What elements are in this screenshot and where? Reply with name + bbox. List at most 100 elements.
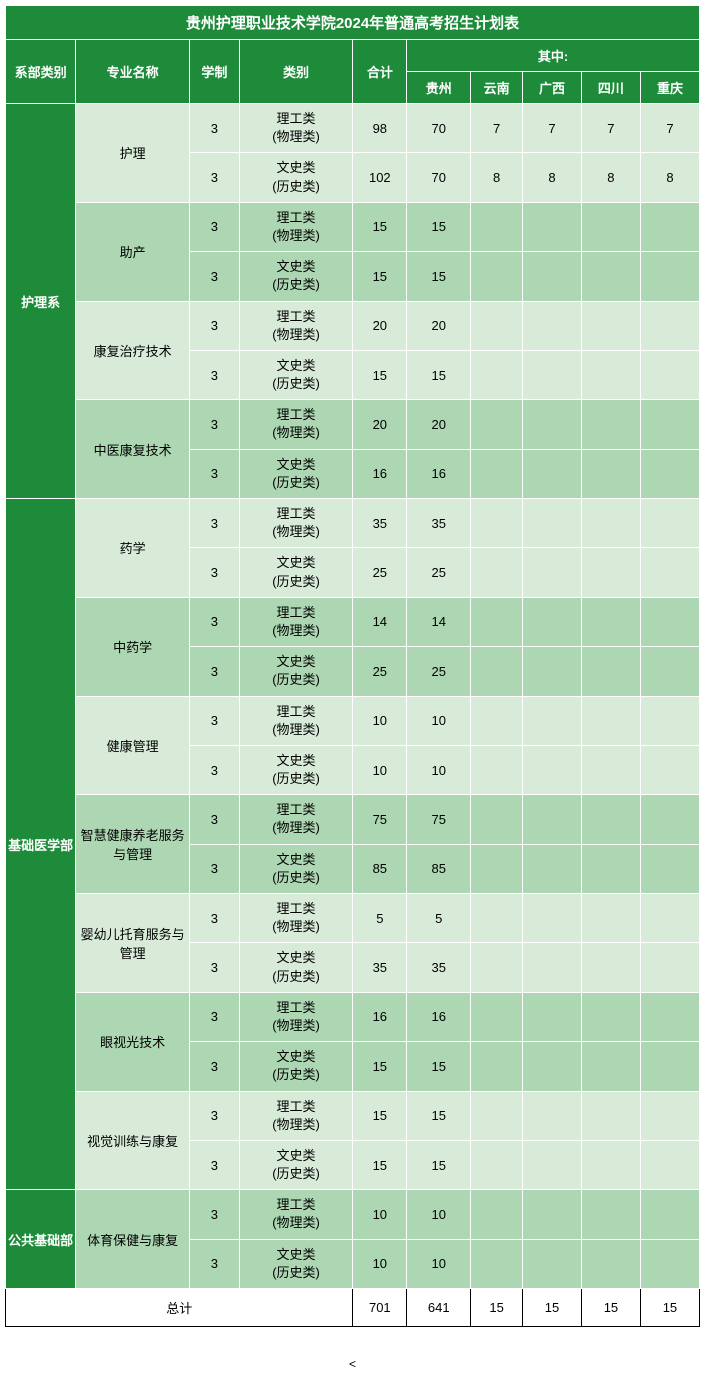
table-row: 公共基础部体育保健与康复3理工类(物理类)1010 bbox=[6, 1190, 700, 1239]
years-cell: 3 bbox=[190, 400, 240, 449]
value-cell bbox=[471, 350, 523, 399]
total-cell: 10 bbox=[353, 1190, 407, 1239]
value-cell bbox=[523, 1140, 582, 1189]
value-cell: 10 bbox=[407, 1239, 471, 1288]
value-cell bbox=[581, 1042, 640, 1091]
value-cell bbox=[523, 301, 582, 350]
major-cell: 视觉训练与康复 bbox=[76, 1091, 190, 1190]
category-cell: 文史类(历史类) bbox=[239, 350, 353, 399]
value-cell bbox=[523, 844, 582, 893]
value-cell: 70 bbox=[407, 153, 471, 202]
value-cell bbox=[640, 1140, 699, 1189]
value-cell bbox=[640, 1091, 699, 1140]
value-cell bbox=[581, 301, 640, 350]
value-cell bbox=[581, 1190, 640, 1239]
total-cell: 102 bbox=[353, 153, 407, 202]
value-cell bbox=[471, 1091, 523, 1140]
category-cell: 文史类(历史类) bbox=[239, 252, 353, 301]
major-cell: 眼视光技术 bbox=[76, 992, 190, 1091]
total-cell: 10 bbox=[353, 745, 407, 794]
dept-cell: 公共基础部 bbox=[6, 1190, 76, 1289]
category-cell: 文史类(历史类) bbox=[239, 1239, 353, 1288]
value-cell bbox=[581, 597, 640, 646]
total-cell: 15 bbox=[353, 1042, 407, 1091]
table-body: 护理系护理3理工类(物理类)987077773文史类(历史类)102708888… bbox=[6, 104, 700, 1327]
value-cell: 15 bbox=[407, 1042, 471, 1091]
value-cell: 7 bbox=[471, 104, 523, 153]
value-cell bbox=[523, 400, 582, 449]
value-cell: 8 bbox=[471, 153, 523, 202]
value-cell bbox=[640, 943, 699, 992]
table-row: 中药学3理工类(物理类)1414 bbox=[6, 597, 700, 646]
value-cell bbox=[640, 301, 699, 350]
years-cell: 3 bbox=[190, 499, 240, 548]
category-cell: 文史类(历史类) bbox=[239, 745, 353, 794]
totals-row: 总计70164115151515 bbox=[6, 1289, 700, 1327]
totals-value: 15 bbox=[523, 1289, 582, 1327]
years-cell: 3 bbox=[190, 301, 240, 350]
category-cell: 理工类(物理类) bbox=[239, 795, 353, 844]
value-cell bbox=[471, 795, 523, 844]
value-cell bbox=[471, 1140, 523, 1189]
table-row: 中医康复技术3理工类(物理类)2020 bbox=[6, 400, 700, 449]
value-cell bbox=[581, 252, 640, 301]
total-cell: 5 bbox=[353, 894, 407, 943]
total-cell: 85 bbox=[353, 844, 407, 893]
value-cell bbox=[471, 745, 523, 794]
value-cell bbox=[581, 499, 640, 548]
years-cell: 3 bbox=[190, 153, 240, 202]
total-cell: 25 bbox=[353, 647, 407, 696]
value-cell: 7 bbox=[640, 104, 699, 153]
years-cell: 3 bbox=[190, 992, 240, 1041]
value-cell bbox=[523, 1042, 582, 1091]
value-cell bbox=[471, 597, 523, 646]
value-cell bbox=[471, 548, 523, 597]
header-province: 贵州 bbox=[407, 72, 471, 104]
value-cell bbox=[523, 449, 582, 498]
value-cell: 7 bbox=[523, 104, 582, 153]
value-cell bbox=[523, 992, 582, 1041]
major-cell: 中医康复技术 bbox=[76, 400, 190, 499]
value-cell bbox=[471, 844, 523, 893]
value-cell: 15 bbox=[407, 202, 471, 251]
value-cell bbox=[523, 1190, 582, 1239]
total-cell: 15 bbox=[353, 1091, 407, 1140]
table-row: 智慧健康养老服务与管理3理工类(物理类)7575 bbox=[6, 795, 700, 844]
value-cell bbox=[581, 350, 640, 399]
years-cell: 3 bbox=[190, 449, 240, 498]
total-cell: 25 bbox=[353, 548, 407, 597]
value-cell bbox=[471, 301, 523, 350]
years-cell: 3 bbox=[190, 1140, 240, 1189]
total-cell: 98 bbox=[353, 104, 407, 153]
years-cell: 3 bbox=[190, 795, 240, 844]
value-cell bbox=[523, 894, 582, 943]
value-cell bbox=[640, 597, 699, 646]
total-cell: 15 bbox=[353, 350, 407, 399]
value-cell bbox=[523, 795, 582, 844]
value-cell bbox=[640, 647, 699, 696]
value-cell: 14 bbox=[407, 597, 471, 646]
total-cell: 15 bbox=[353, 1140, 407, 1189]
value-cell bbox=[523, 696, 582, 745]
totals-value: 15 bbox=[581, 1289, 640, 1327]
years-cell: 3 bbox=[190, 104, 240, 153]
header-province: 重庆 bbox=[640, 72, 699, 104]
total-cell: 16 bbox=[353, 449, 407, 498]
value-cell bbox=[581, 745, 640, 794]
value-cell: 85 bbox=[407, 844, 471, 893]
table-row: 婴幼儿托育服务与管理3理工类(物理类)55 bbox=[6, 894, 700, 943]
major-cell: 体育保健与康复 bbox=[76, 1190, 190, 1289]
value-cell: 8 bbox=[523, 153, 582, 202]
totals-label: 总计 bbox=[6, 1289, 353, 1327]
years-cell: 3 bbox=[190, 1239, 240, 1288]
category-cell: 文史类(历史类) bbox=[239, 548, 353, 597]
footer-mark: < bbox=[5, 1357, 700, 1371]
totals-value: 641 bbox=[407, 1289, 471, 1327]
header-major: 专业名称 bbox=[76, 40, 190, 104]
value-cell bbox=[523, 499, 582, 548]
header-province: 四川 bbox=[581, 72, 640, 104]
value-cell bbox=[640, 350, 699, 399]
major-cell: 中药学 bbox=[76, 597, 190, 696]
value-cell: 15 bbox=[407, 350, 471, 399]
total-cell: 10 bbox=[353, 696, 407, 745]
